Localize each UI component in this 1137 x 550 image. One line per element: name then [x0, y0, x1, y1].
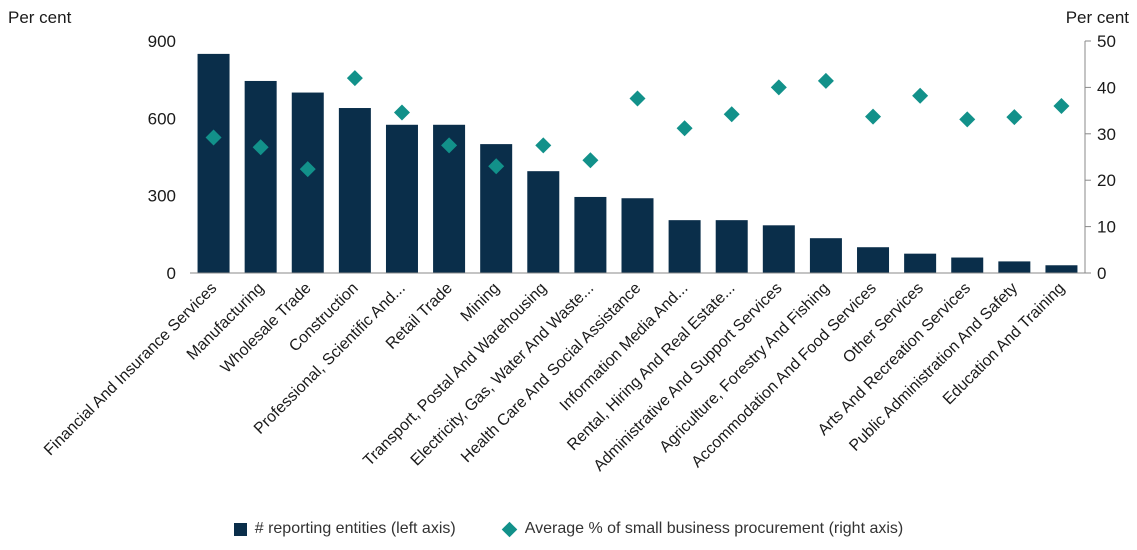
- legend-swatch-diamonds: [501, 521, 517, 537]
- category-label: Financial And Insurance Services: [41, 280, 220, 459]
- bar: [622, 198, 654, 273]
- bar: [339, 108, 371, 273]
- bar: [386, 125, 418, 273]
- diamond-point: [347, 70, 363, 86]
- right-tick-label: 10: [1097, 218, 1116, 237]
- bar: [810, 238, 842, 273]
- right-tick-label: 30: [1097, 125, 1116, 144]
- diamond-point: [582, 152, 598, 168]
- bar: [716, 220, 748, 273]
- category-label: Other Services: [840, 280, 927, 367]
- left-tick-label: 900: [148, 32, 176, 51]
- bar: [292, 93, 324, 273]
- bar: [574, 197, 606, 273]
- right-axis-title: Per cent: [1066, 8, 1129, 28]
- diamond-point: [912, 88, 928, 104]
- category-label: Agriculture, Forestry And Fishing: [657, 280, 833, 456]
- diamond-point: [535, 137, 551, 153]
- diamond-point: [865, 109, 881, 125]
- legend-label-diamonds: Average % of small business procurement …: [525, 520, 904, 538]
- legend: # reporting entities (left axis) Average…: [0, 520, 1137, 538]
- diamond-point: [818, 73, 834, 89]
- diamond-point: [1053, 98, 1069, 114]
- left-tick-label: 600: [148, 109, 176, 128]
- category-label: Public Administration And Safety: [846, 280, 1021, 455]
- legend-item-diamonds: Average % of small business procurement …: [502, 520, 904, 538]
- bar: [857, 247, 889, 273]
- bar: [904, 254, 936, 273]
- left-tick-label: 300: [148, 187, 176, 206]
- diamond-point: [771, 79, 787, 95]
- legend-swatch-bars: [234, 523, 247, 536]
- bar: [998, 261, 1030, 273]
- bar: [763, 225, 795, 273]
- left-tick-label: 0: [167, 264, 176, 283]
- bar: [245, 81, 277, 273]
- diamond-point: [1006, 109, 1022, 125]
- bar: [951, 258, 983, 273]
- right-tick-label: 50: [1097, 32, 1116, 51]
- right-tick-label: 20: [1097, 171, 1116, 190]
- diamond-point: [677, 120, 693, 136]
- bar: [198, 54, 230, 273]
- bar: [527, 171, 559, 273]
- legend-label-bars: # reporting entities (left axis): [255, 520, 456, 538]
- diamond-point: [959, 111, 975, 127]
- right-tick-label: 0: [1097, 264, 1106, 283]
- right-tick-label: 40: [1097, 78, 1116, 97]
- category-label: Rental, Hiring And Real Estate...: [564, 280, 738, 454]
- category-label: Mining: [458, 280, 503, 325]
- legend-item-bars: # reporting entities (left axis): [234, 520, 456, 538]
- diamond-point: [630, 91, 646, 107]
- left-axis-title: Per cent: [8, 8, 71, 28]
- diamond-point: [394, 104, 410, 120]
- bar: [669, 220, 701, 273]
- bar: [1045, 265, 1077, 273]
- diamond-point: [724, 106, 740, 122]
